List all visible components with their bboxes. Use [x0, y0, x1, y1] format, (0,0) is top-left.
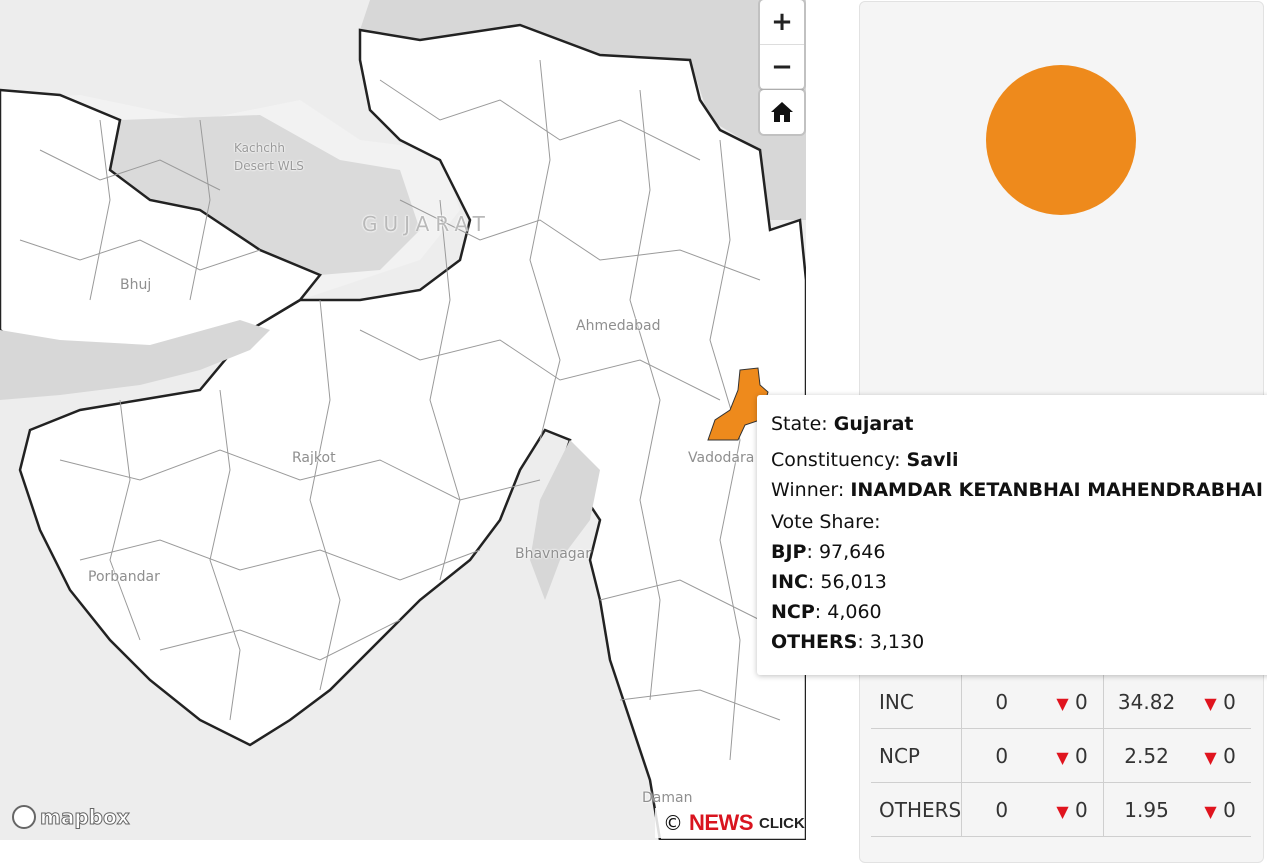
party-name: NCP: [871, 728, 963, 783]
vote-share-value: 34.82: [1102, 675, 1190, 729]
seats-value: 0: [961, 675, 1042, 729]
map-basemap: [0, 0, 806, 840]
down-arrow-icon: ▼: [1204, 801, 1217, 821]
results-row-inc: INC 0 ▼ 0 34.82 ▼ 0: [871, 675, 1251, 729]
constituency-map[interactable]: Kachchh Desert WLS GUJARAT Bhuj Ahmedaba…: [0, 0, 806, 840]
mapbox-icon: [12, 805, 36, 829]
attribution[interactable]: © NEWS CLICK: [655, 808, 805, 838]
vote-share-change: ▼ 0: [1189, 782, 1251, 837]
party-name: OTHERS: [871, 782, 963, 837]
constituency-tooltip: State: Gujarat Constituency: Savli Winne…: [757, 395, 1267, 675]
down-arrow-icon: ▼: [1204, 747, 1217, 767]
highlighted-constituency[interactable]: [707, 367, 769, 441]
zoom-in-button[interactable]: +: [771, 7, 793, 37]
seats-change: ▼ 0: [1041, 782, 1104, 837]
vote-share-value: 2.52: [1102, 728, 1190, 783]
tooltip-vote-bjp: BJP: 97,646: [771, 541, 886, 563]
seats-change: ▼ 0: [1041, 728, 1104, 783]
tooltip-state: State: Gujarat: [771, 413, 914, 435]
zoom-controls: + −: [760, 0, 804, 89]
newsclick-logo-main: NEWS: [689, 810, 754, 835]
zoom-out-button[interactable]: −: [760, 44, 804, 89]
seats-change: ▼ 0: [1041, 675, 1104, 729]
vote-share-change: ▼ 0: [1189, 675, 1251, 729]
tooltip-constituency: Constituency: Savli: [771, 449, 959, 471]
tooltip-winner: Winner: INAMDAR KETANBHAI MAHENDRABHAI: [771, 479, 1263, 501]
results-row-ncp: NCP 0 ▼ 0 2.52 ▼ 0: [871, 728, 1251, 783]
tooltip-vote-share-heading: Vote Share:: [771, 511, 881, 533]
down-arrow-icon: ▼: [1204, 693, 1217, 713]
vote-share-change: ▼ 0: [1189, 728, 1251, 783]
seats-value: 0: [961, 728, 1042, 783]
newsclick-logo-sub: CLICK: [759, 814, 805, 832]
tooltip-vote-ncp: NCP: 4,060: [771, 601, 882, 623]
vote-share-value: 1.95: [1102, 782, 1190, 837]
down-arrow-icon: ▼: [1056, 801, 1069, 821]
pie-slice-winner[interactable]: [986, 65, 1136, 215]
home-control: [760, 90, 804, 134]
home-button[interactable]: [760, 90, 804, 134]
mapbox-wordmark: mapbox: [40, 805, 131, 830]
party-name: INC: [871, 675, 963, 729]
vote-share-pie-chart: [986, 65, 1136, 215]
results-row-others: OTHERS 0 ▼ 0 1.95 ▼ 0: [871, 782, 1251, 837]
tooltip-vote-inc: INC: 56,013: [771, 571, 887, 593]
copyright-symbol: ©: [663, 811, 683, 835]
down-arrow-icon: ▼: [1056, 693, 1069, 713]
seats-value: 0: [961, 782, 1042, 837]
mapbox-logo[interactable]: mapbox: [12, 805, 131, 830]
home-icon: [771, 102, 793, 122]
tooltip-vote-others: OTHERS: 3,130: [771, 631, 925, 653]
down-arrow-icon: ▼: [1056, 747, 1069, 767]
